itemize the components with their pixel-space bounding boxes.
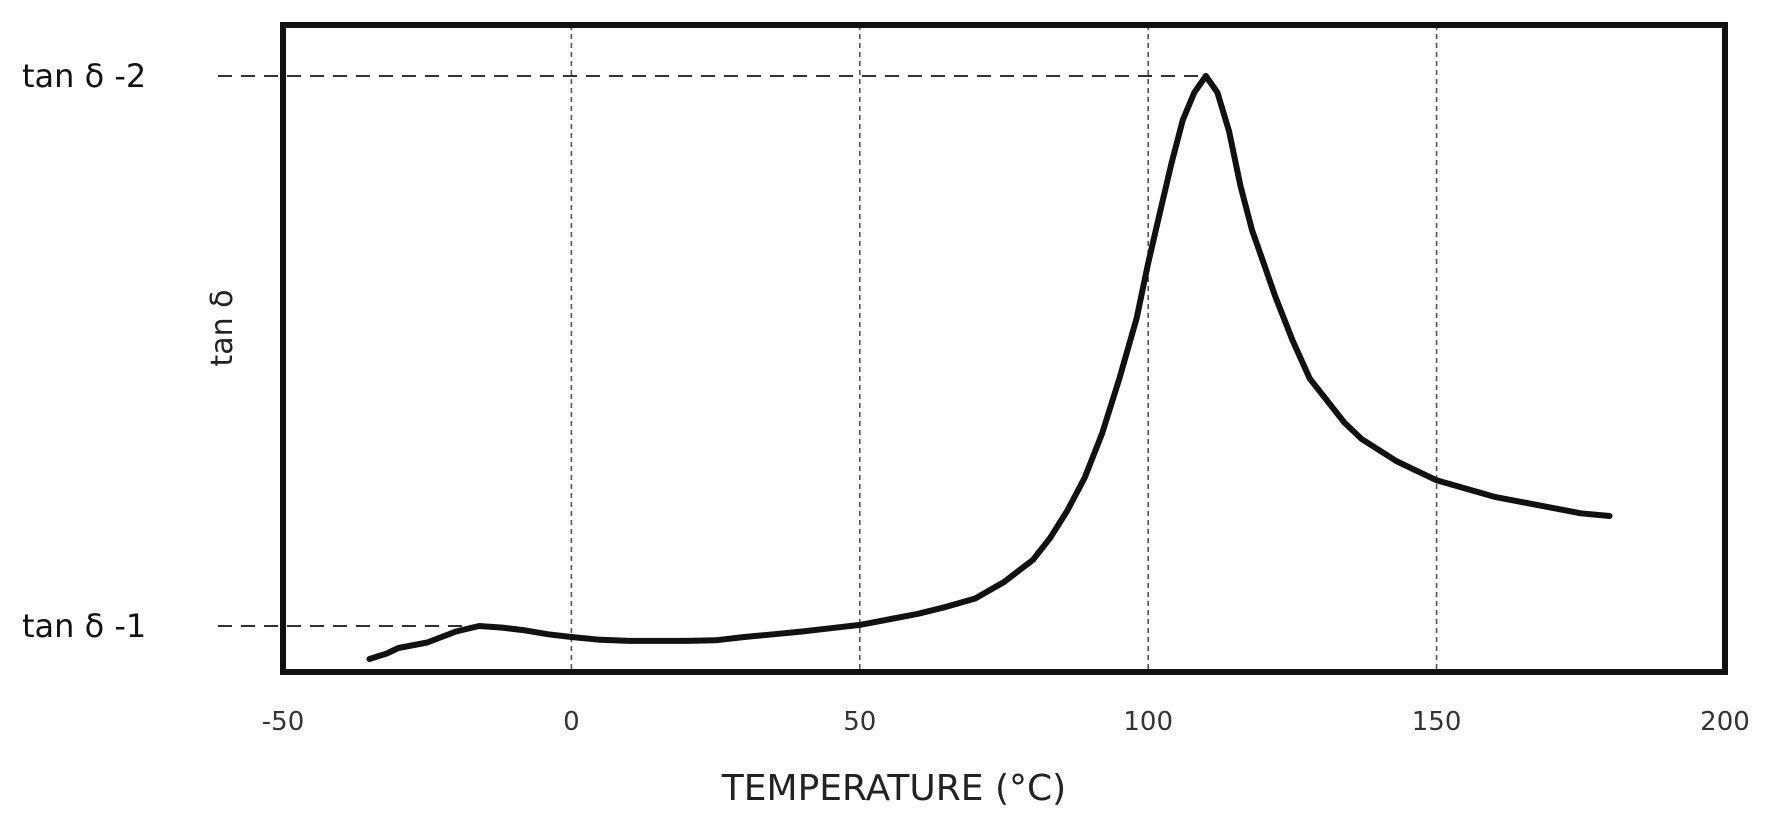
reference-lines xyxy=(218,75,1206,627)
x-tick-label: 50 xyxy=(843,707,876,737)
x-tick-label: 0 xyxy=(563,707,580,737)
series-layer xyxy=(366,73,1613,662)
x-tick-label: 100 xyxy=(1123,707,1173,737)
grid-lines xyxy=(570,25,1438,672)
plot-frame xyxy=(280,22,1728,675)
x-tick-label: 200 xyxy=(1700,707,1750,737)
x-tick-label: -50 xyxy=(262,707,304,737)
y-axis-title: tan δ xyxy=(205,289,240,366)
reference-label-2: tan δ -1 xyxy=(22,607,146,645)
x-axis-title: TEMPERATURE (°C) xyxy=(721,768,1066,809)
x-tick-labels: -50 0 50 100 150 200 xyxy=(262,707,1750,737)
reference-labels: tan δ -2 tan δ -1 xyxy=(22,57,146,645)
reference-label-1: tan δ -2 xyxy=(22,57,146,95)
x-tick-label: 150 xyxy=(1412,707,1462,737)
series-line-1 xyxy=(366,73,1613,662)
